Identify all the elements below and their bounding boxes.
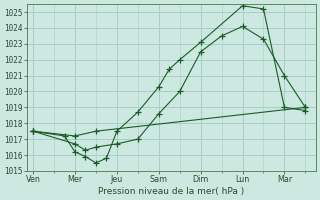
X-axis label: Pression niveau de la mer( hPa ): Pression niveau de la mer( hPa )	[98, 187, 244, 196]
